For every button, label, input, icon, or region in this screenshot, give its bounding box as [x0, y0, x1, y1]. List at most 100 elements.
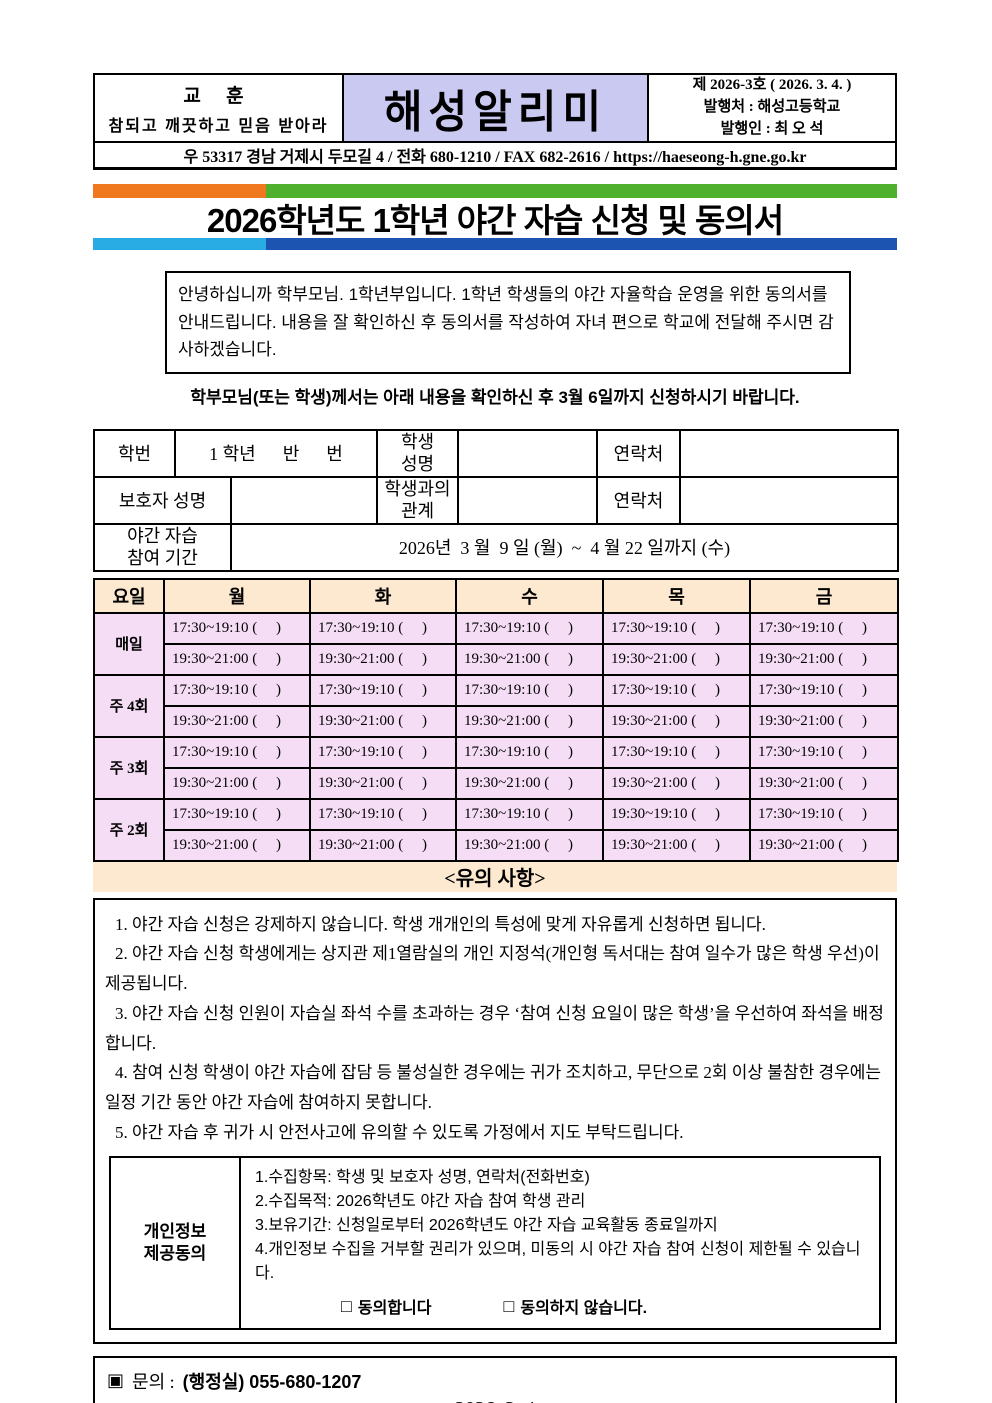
time-slot-cell[interactable]: 19:30~21:00 ( ) [602, 766, 751, 800]
group-label-daily: 매일 [93, 611, 165, 676]
time-slot-cell[interactable]: 17:30~19:10 ( ) [163, 673, 311, 707]
time-slot-cell[interactable]: 19:30~21:00 ( ) [163, 766, 311, 800]
col-header-wed: 수 [455, 577, 604, 614]
time-slot-cell[interactable]: 19:30~21:00 ( ) [749, 704, 899, 738]
time-slot-cell[interactable]: 17:30~19:10 ( ) [455, 673, 604, 707]
checkbox-icon[interactable]: □ [503, 1295, 515, 1316]
issue-number: 제 2026-3호 ( 2026. 3. 4. ) [692, 77, 852, 94]
student-name-field[interactable] [457, 428, 598, 478]
time-slot-cell[interactable]: 19:30~21:00 ( ) [749, 766, 899, 800]
publisher-line: 발행처 : 해성고등학교 [703, 99, 841, 116]
footer-box: ▣ 문의 : (행정실) 055-680-1207 2026. 3. 4 해 성… [93, 1355, 897, 1403]
time-slot-cell[interactable]: 17:30~19:10 ( ) [309, 797, 457, 831]
time-slot-cell[interactable]: 17:30~19:10 ( ) [163, 797, 311, 831]
time-slot-cell[interactable]: 19:30~21:00 ( ) [455, 766, 604, 800]
motto-box: 교 훈 참되고 깨끗하고 믿음 받아라 [93, 73, 344, 143]
bar-orange-segment [93, 184, 266, 198]
time-slot-cell[interactable]: 19:30~21:00 ( ) [602, 642, 751, 676]
time-slot-cell[interactable]: 19:30~21:00 ( ) [602, 828, 751, 862]
masthead: 교 훈 참되고 깨끗하고 믿음 받아라 해성알리미 제 2026-3호 ( 20… [93, 73, 897, 143]
privacy-line-2: 2.수집목적: 2026학년도 야간 자습 참여 학생 관리 [255, 1192, 586, 1210]
guardian-name-label: 보호자 성명 [93, 475, 232, 525]
table-row: 19:30~21:00 ( ) 19:30~21:00 ( ) 19:30~21… [94, 766, 899, 800]
table-row: 19:30~21:00 ( ) 19:30~21:00 ( ) 19:30~21… [94, 642, 899, 676]
time-slot-cell[interactable]: 17:30~19:10 ( ) [163, 735, 311, 769]
newsletter-title: 해성알리미 [383, 88, 608, 137]
time-slot-cell[interactable]: 17:30~19:10 ( ) [602, 735, 751, 769]
issuer-line: 발행인 : 최 오 석 [720, 120, 824, 137]
agree-label: 동의합니다 [357, 1299, 432, 1317]
greeting-box: 안녕하십니까 학부모님. 1학년부입니다. 1학년 학생들의 야간 자율학습 운… [165, 271, 851, 374]
consent-options: □ 동의합니다 □ 동의하지 않습니다. [341, 1294, 869, 1318]
time-slot-cell[interactable]: 19:30~21:00 ( ) [309, 704, 457, 738]
privacy-line-4: 4.개인정보 수집을 거부할 권리가 있으며, 미동의 시 야간 자습 참여 신… [255, 1240, 861, 1282]
time-slot-cell[interactable]: 19:30~21:00 ( ) [455, 642, 604, 676]
title-banner: 2026학년도 1학년 야간 자습 신청 및 동의서 [93, 184, 897, 250]
schedule-header-row: 요일 월 화 수 목 금 [93, 577, 899, 614]
note-item-3: 3. 야간 자습 신청 인원이 자습실 좌석 수를 초과하는 경우 ‘참여 신청… [105, 1003, 884, 1053]
table-row: 주 4회 17:30~19:10 ( ) 17:30~19:10 ( ) 17:… [93, 673, 899, 738]
period-value: 2026년 3 월 9 일 (월) ~ 4 월 22 일까지 (수) [230, 522, 899, 572]
col-header-thu: 목 [602, 577, 751, 614]
time-slot-cell[interactable]: 19:30~21:00 ( ) [163, 828, 311, 862]
student-name-label: 학생 성명 [376, 428, 459, 478]
contact-label: 문의 : [132, 1371, 175, 1392]
time-slot-cell[interactable]: 19:30~21:00 ( ) [749, 828, 899, 862]
issue-date: 2026. 3. 4 [107, 1398, 883, 1403]
time-slot-cell[interactable]: 17:30~19:10 ( ) [749, 735, 899, 769]
time-slot-cell[interactable]: 19:30~21:00 ( ) [749, 642, 899, 676]
guardian-name-field[interactable] [230, 475, 378, 525]
table-row: 19:30~21:00 ( ) 19:30~21:00 ( ) 19:30~21… [94, 704, 899, 738]
time-slot-cell[interactable]: 19:30~21:00 ( ) [455, 828, 604, 862]
student-id-value[interactable]: 1 학년 반 번 [174, 428, 378, 478]
motto-text: 참되고 깨끗하고 믿음 받아라 [108, 117, 329, 135]
group-label-3times: 주 3회 [93, 735, 165, 800]
time-slot-cell[interactable]: 17:30~19:10 ( ) [309, 611, 457, 645]
contact-line: ▣ 문의 : (행정실) 055-680-1207 [107, 1368, 883, 1394]
col-header-fri: 금 [749, 577, 899, 614]
notes-box: 1. 야간 자습 신청은 강제하지 않습니다. 학생 개개인의 특성에 맞게 자… [93, 897, 897, 1344]
notice-line: 학부모님(또는 학생)께서는 아래 내용을 확인하신 후 3월 6일까지 신청하… [190, 387, 800, 407]
time-slot-cell[interactable]: 19:30~19:10 ( ) [602, 797, 751, 831]
time-slot-cell[interactable]: 19:30~21:00 ( ) [163, 704, 311, 738]
time-slot-cell[interactable]: 17:30~19:10 ( ) [455, 797, 604, 831]
time-slot-cell[interactable]: 19:30~21:00 ( ) [455, 704, 604, 738]
time-slot-cell[interactable]: 17:30~19:10 ( ) [602, 673, 751, 707]
time-slot-cell[interactable]: 17:30~19:10 ( ) [749, 797, 899, 831]
banner-top-bar [93, 184, 897, 198]
time-slot-cell[interactable]: 17:30~19:10 ( ) [455, 735, 604, 769]
contact-field-1[interactable] [679, 428, 899, 478]
bar-green-segment [265, 184, 897, 198]
group-label-2times: 주 2회 [93, 797, 165, 862]
time-slot-cell[interactable]: 17:30~19:10 ( ) [749, 673, 899, 707]
time-slot-cell[interactable]: 17:30~19:10 ( ) [455, 611, 604, 645]
relation-field[interactable] [457, 475, 598, 525]
note-item-4: 4. 참여 신청 학생이 야간 자습에 잡담 등 불성실한 경우에는 귀가 조치… [105, 1063, 882, 1113]
motto-title: 교 훈 [183, 85, 254, 107]
time-slot-cell[interactable]: 17:30~19:10 ( ) [163, 611, 311, 645]
contact-field-2[interactable] [679, 475, 899, 525]
table-row: 주 2회 17:30~19:10 ( ) 17:30~19:10 ( ) 17:… [93, 797, 899, 862]
contact-label-1: 연락처 [596, 428, 681, 478]
note-item-2: 2. 야간 자습 신청 학생에게는 상지관 제1열람실의 개인 지정석(개인형 … [105, 944, 880, 994]
checkbox-icon[interactable]: □ [341, 1295, 352, 1316]
table-row: 주 3회 17:30~19:10 ( ) 17:30~19:10 ( ) 17:… [93, 735, 899, 800]
table-row: 19:30~21:00 ( ) 19:30~21:00 ( ) 19:30~21… [94, 828, 899, 862]
time-slot-cell[interactable]: 17:30~19:10 ( ) [309, 735, 457, 769]
time-slot-cell[interactable]: 17:30~19:10 ( ) [309, 673, 457, 707]
time-slot-cell[interactable]: 19:30~21:00 ( ) [309, 828, 457, 862]
time-slot-cell[interactable]: 17:30~19:10 ( ) [602, 611, 751, 645]
privacy-consent-label: 개인정보 제공동의 [111, 1157, 241, 1328]
issue-info-box: 제 2026-3호 ( 2026. 3. 4. ) 발행처 : 해성고등학교 발… [647, 73, 897, 143]
time-slot-cell[interactable]: 19:30~21:00 ( ) [163, 642, 311, 676]
time-slot-cell[interactable]: 19:30~21:00 ( ) [309, 642, 457, 676]
agree-option[interactable]: □ 동의합니다 [341, 1294, 431, 1318]
disagree-label: 동의하지 않습니다. [520, 1299, 648, 1317]
note-item-1: 1. 야간 자습 신청은 강제하지 않습니다. 학생 개개인의 특성에 맞게 자… [115, 914, 766, 934]
student-id-label: 학번 [93, 428, 176, 478]
privacy-line-3: 3.보유기간: 신청일로부터 2026학년도 야간 자습 교육활동 종료일까지 [255, 1216, 718, 1234]
time-slot-cell[interactable]: 17:30~19:10 ( ) [749, 611, 899, 645]
time-slot-cell[interactable]: 19:30~21:00 ( ) [309, 766, 457, 800]
disagree-option[interactable]: □ 동의하지 않습니다. [503, 1294, 647, 1318]
time-slot-cell[interactable]: 19:30~21:00 ( ) [602, 704, 751, 738]
